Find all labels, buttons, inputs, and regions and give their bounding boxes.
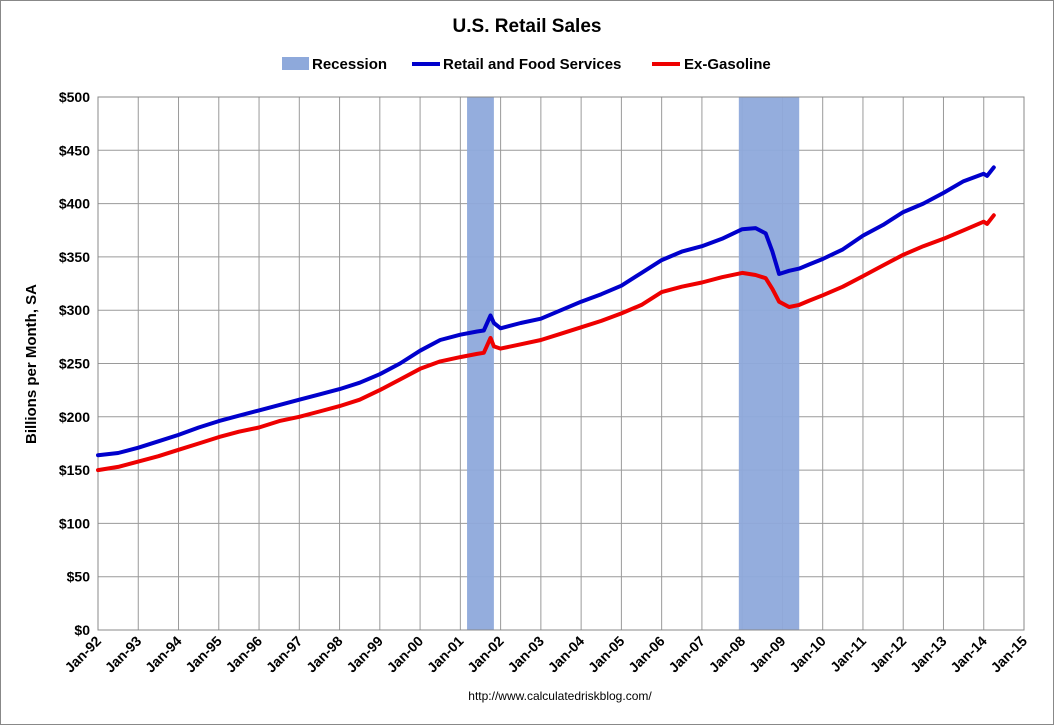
y-tick-label: $0 — [74, 622, 90, 638]
y-axis-title: Billions per Month, SA — [23, 284, 40, 444]
y-tick-label: $200 — [59, 409, 90, 425]
plot-border — [97, 96, 1025, 631]
y-tick-label: $300 — [59, 302, 90, 318]
y-tick-label: $350 — [59, 249, 90, 265]
legend-label-retail-food-services: Retail and Food Services — [443, 56, 621, 73]
recession-band — [738, 97, 800, 630]
legend: Recession Retail and Food Services Ex-Ga… — [282, 56, 771, 73]
legend-label-recession: Recession — [312, 56, 387, 73]
y-tick-label: $50 — [67, 569, 91, 585]
y-tick-label: $400 — [59, 196, 90, 212]
plot-area: $0 $50 $100 $150 $200 $250 $300 $350 $400 $450 $50… — [59, 89, 1030, 675]
y-tick-label: $100 — [59, 515, 90, 531]
series-line-ex-gasoline — [96, 213, 996, 473]
y-tick-label: $500 — [59, 89, 90, 105]
y-tick-label: $250 — [59, 356, 90, 372]
legend-label-ex-gasoline: Ex-Gasoline — [684, 56, 771, 73]
series-line-retail-food-services — [96, 165, 996, 458]
y-tick-label: $150 — [59, 462, 90, 478]
recession-band — [467, 97, 494, 630]
chart-title: U.S. Retail Sales — [453, 16, 602, 37]
source-url: http://www.calculatedriskblog.com/ — [468, 689, 652, 703]
legend-swatch-recession — [282, 57, 309, 70]
y-tick-label: $450 — [59, 142, 90, 158]
